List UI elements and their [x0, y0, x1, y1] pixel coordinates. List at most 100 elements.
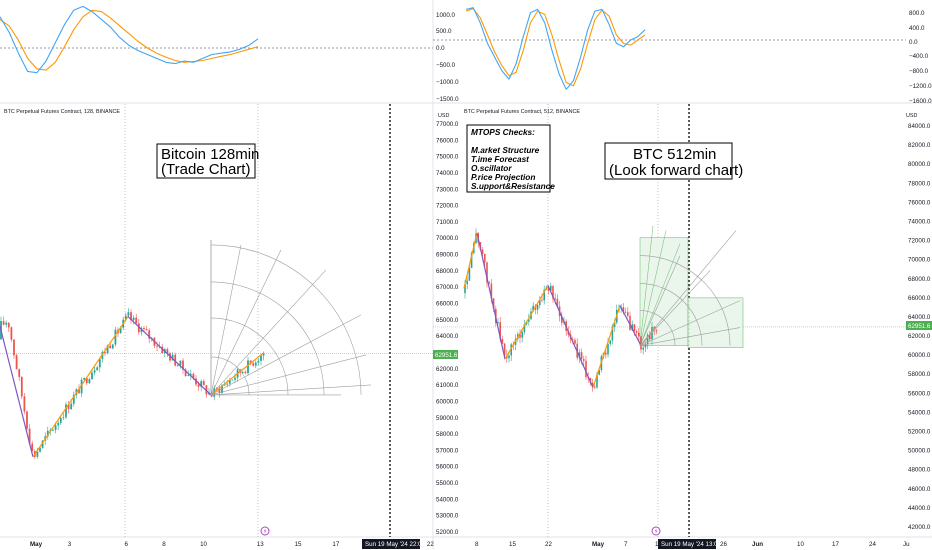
left-x-tick-label: 17: [332, 541, 339, 548]
right-candle: [609, 340, 611, 344]
left-y-tick-label: 56000.0: [436, 464, 459, 471]
right-osc-right-tick: 400.0: [909, 25, 925, 32]
right-candle: [532, 305, 534, 312]
right-candle: [591, 382, 594, 387]
right-candle: [508, 355, 510, 359]
left-oscillator-panel: [0, 5, 433, 74]
left-y-tick-label: 54000.0: [436, 496, 459, 503]
left-candle: [189, 373, 192, 376]
left-candle: [241, 371, 244, 373]
right-y-tick-label: 58000.0: [908, 371, 931, 378]
right-fan-ray: [639, 270, 711, 346]
left-y-tick-label: 71000.0: [436, 219, 459, 226]
right-candle: [481, 249, 484, 254]
left-zigzag-segment: [32, 316, 129, 458]
left-y-tick-label: 74000.0: [436, 170, 459, 177]
right-x-tick-label: 22: [545, 541, 552, 548]
left-candle: [93, 370, 96, 373]
right-y-tick-label: 60000.0: [908, 352, 931, 359]
left-x-tick-label: May: [30, 541, 43, 548]
left-y-tick-label: 59000.0: [436, 415, 459, 422]
right-zigzag-segment: [504, 285, 549, 360]
left-price-badge-text: 62951.6: [435, 352, 458, 359]
right-candle: [550, 285, 552, 291]
left-candle: [104, 352, 106, 353]
left-candle: [36, 451, 39, 457]
right-candle: [503, 343, 506, 356]
left-y-tick-label: 72000.0: [436, 203, 459, 210]
right-candle: [583, 359, 585, 361]
left-y-tick-label: 60000.0: [436, 398, 459, 405]
right-candle: [486, 262, 488, 283]
left-y-tick-label: 52000.0: [436, 529, 459, 536]
right-candle: [488, 282, 490, 284]
left-y-tick-label: 62000.0: [436, 366, 459, 373]
left-candle: [143, 328, 145, 330]
left-lightning-event-icon[interactable]: [260, 526, 270, 536]
left-candle: [260, 355, 262, 361]
right-y-tick-label: 74000.0: [908, 218, 931, 225]
left-y-tick-label: 70000.0: [436, 235, 459, 242]
left-candle: [174, 354, 177, 366]
left-zigzag-segment: [210, 352, 264, 396]
left-candle: [57, 422, 60, 426]
left-y-tick-label: 64000.0: [436, 333, 459, 340]
right-fan-ray: [639, 230, 737, 346]
left-candle: [252, 363, 255, 366]
right-osc-left-tick: −1000.0: [436, 79, 459, 86]
right-y-tick-label: 46000.0: [908, 486, 931, 493]
left-candle: [249, 360, 252, 364]
right-y-tick-label: 70000.0: [908, 257, 931, 264]
left-x-tick-label: 3: [68, 541, 72, 548]
left-candle: [20, 376, 23, 397]
left-candle: [234, 377, 236, 380]
left-candle: [111, 344, 114, 349]
right-candle: [543, 289, 545, 301]
right-candle: [607, 343, 609, 355]
right-title-box: BTC 512min (Look forward chart): [604, 142, 743, 180]
right-osc-right-tick: −800.0: [909, 68, 929, 75]
right-y-tick-label: 68000.0: [908, 276, 931, 283]
left-candle: [244, 371, 247, 374]
left-candle: [132, 317, 135, 321]
left-candle: [135, 317, 138, 324]
right-y-tick-label: 66000.0: [908, 295, 931, 302]
left-candle: [200, 381, 203, 387]
right-candle: [541, 299, 543, 301]
right-y-tick-label: 80000.0: [908, 161, 931, 168]
right-projection-box: [687, 297, 744, 348]
right-box-ray: [639, 243, 681, 346]
left-candle: [231, 379, 234, 381]
right-candle: [611, 326, 614, 341]
left-candle: [98, 359, 101, 368]
mtops-checklist-box: MTOPS Checks: M.arket Structure T.ime Fo…: [466, 124, 555, 193]
right-candle: [561, 316, 563, 323]
left-candle: [28, 428, 31, 444]
right-candle: [644, 344, 647, 348]
right-osc-slow-line: [465, 8, 646, 87]
right-y-tick-label: 76000.0: [908, 199, 931, 206]
right-candle: [638, 332, 640, 337]
left-candle: [109, 345, 112, 349]
left-candle: [161, 346, 164, 354]
right-candle: [552, 285, 554, 299]
left-candle: [31, 443, 34, 452]
left-candle: [254, 362, 257, 366]
left-candle: [23, 396, 26, 412]
left-x-tick-label: 10: [200, 541, 207, 548]
left-candle: [127, 312, 130, 316]
right-candle: [466, 280, 468, 285]
right-y-tick-label: 64000.0: [908, 314, 931, 321]
left-candle: [171, 354, 174, 361]
right-lightning-event-icon[interactable]: [651, 526, 661, 536]
left-candle: [156, 345, 158, 347]
right-candle: [470, 252, 473, 268]
right-box-ray: [639, 225, 654, 346]
right-y-tick-label: 54000.0: [908, 409, 931, 416]
left-candle: [13, 339, 15, 356]
mtops-item-price: P.rice Projection: [471, 172, 535, 182]
left-candle: [192, 373, 195, 379]
right-candle: [578, 352, 581, 358]
left-x-tick-label: 22: [427, 541, 434, 548]
left-candle: [101, 352, 104, 360]
